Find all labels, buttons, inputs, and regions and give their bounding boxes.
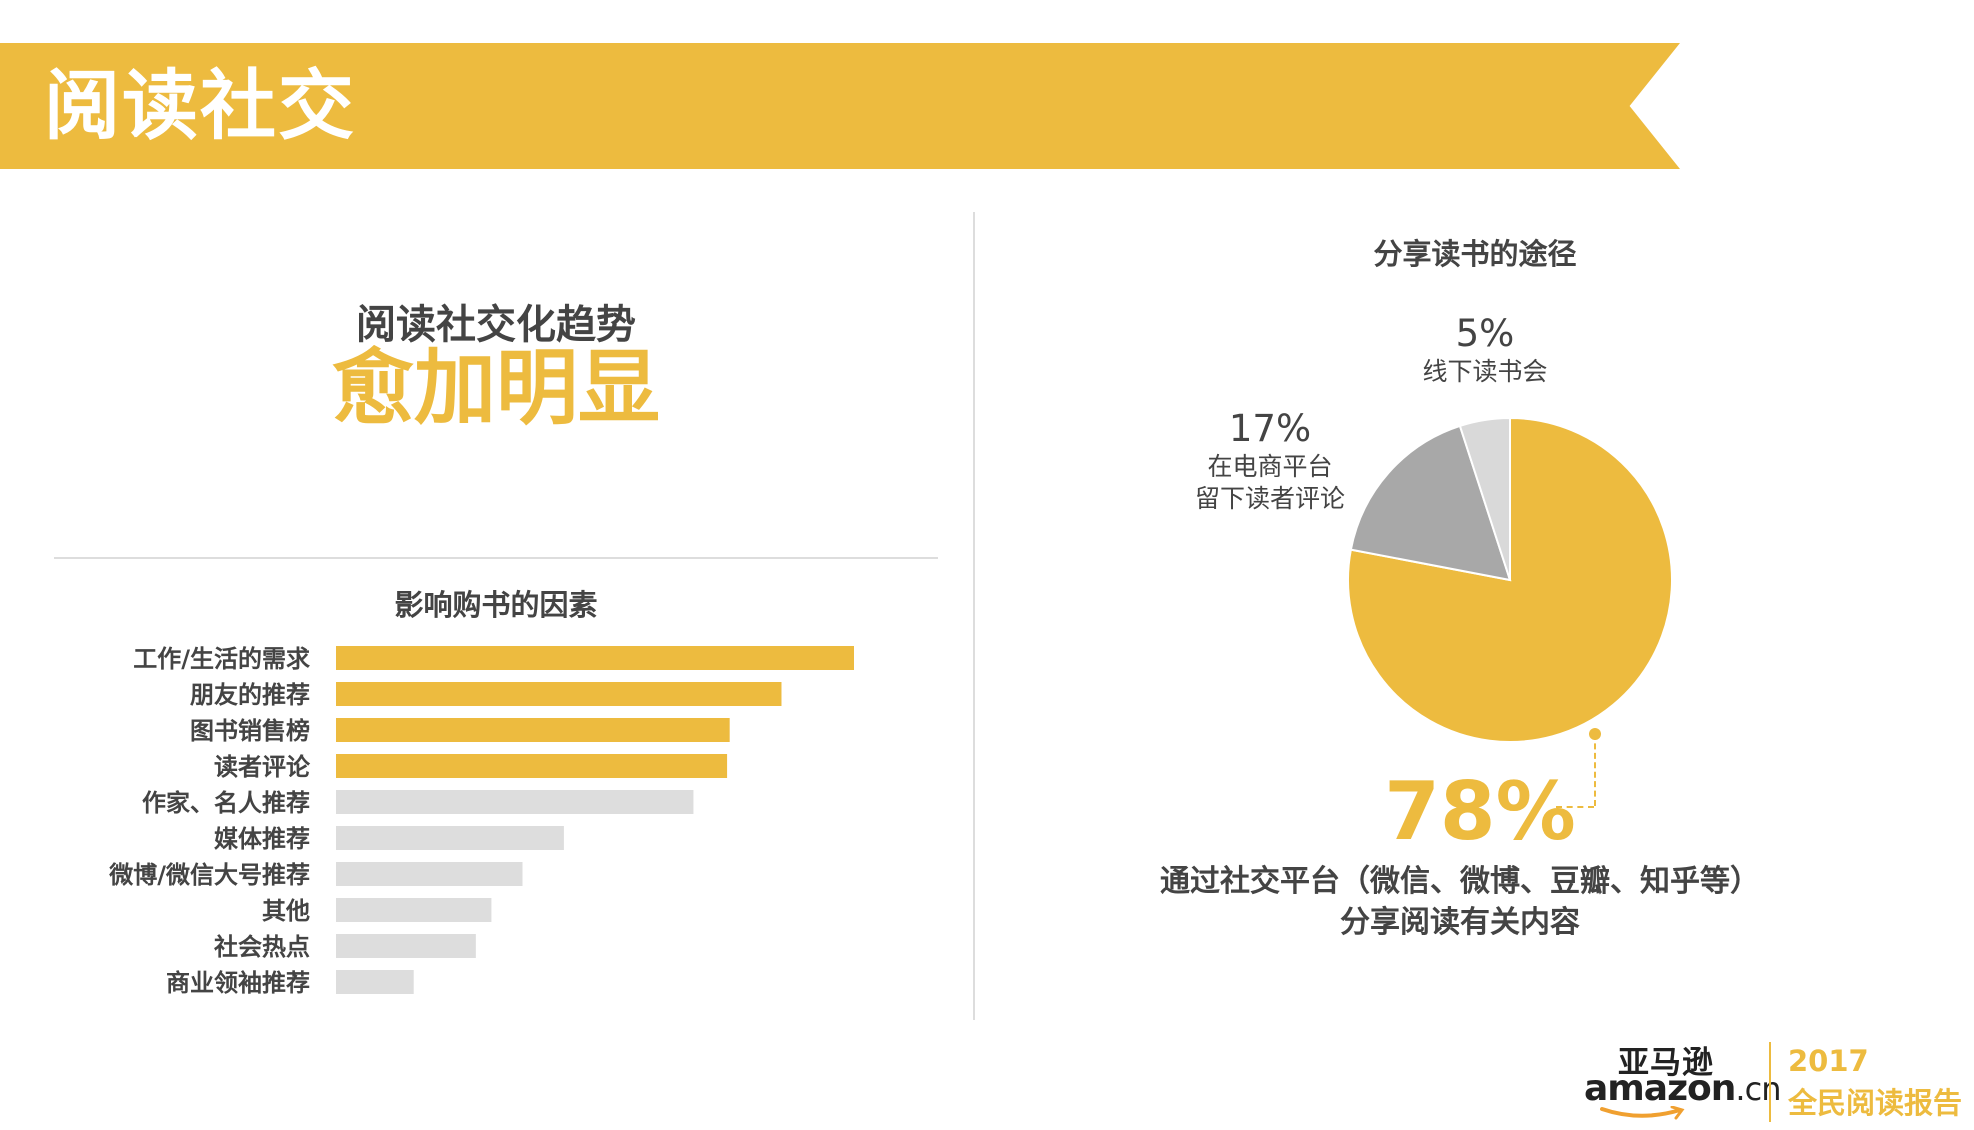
pie-desc-social-line2: 分享阅读有关内容: [1340, 904, 1580, 940]
amazon-logo-wordmark: amazon.cn: [1584, 1068, 1781, 1109]
trend-heading: 阅读社交化趋势: [356, 302, 636, 348]
pie-value-label-offline: 5%: [1455, 312, 1515, 355]
bar: [336, 754, 728, 778]
horizontal-divider: [54, 557, 938, 559]
pie-value-label-ecommerce: 17%: [1228, 407, 1312, 450]
bar-category-label: 微博/微信大号推荐: [108, 861, 310, 889]
bar: [336, 646, 854, 670]
trend-emphasis: 愈加明显: [331, 341, 660, 436]
pie-desc-social-line1: 通过社交平台（微信、微博、豆瓣、知乎等）: [1160, 864, 1760, 899]
bar-category-label: 读者评论: [214, 753, 311, 781]
pie-label-offline: 5% 线下读书会: [1380, 312, 1590, 388]
bar: [336, 862, 523, 886]
header-banner: 阅读社交: [0, 43, 1680, 169]
callout-leader-vertical: [1594, 734, 1596, 806]
bar: [336, 826, 564, 850]
pie-chart: [1347, 416, 1673, 743]
bar-category-label: 图书销售榜: [190, 717, 310, 745]
bar-category-label: 社会热点: [214, 933, 310, 961]
report-name: 全民阅读报告: [1788, 1086, 1963, 1120]
bar-category-label: 媒体推荐: [214, 825, 310, 853]
pie-slice: [1458, 416, 1511, 581]
bar: [336, 934, 476, 958]
bar-category-label: 朋友的推荐: [190, 681, 310, 709]
bar: [336, 970, 414, 994]
bar-category-label: 商业领袖推荐: [166, 969, 310, 997]
pie-desc-ecommerce-line1: 在电商平台: [1207, 452, 1333, 482]
pie-slice: [1349, 424, 1512, 582]
callout-leader-horizontal: [1556, 806, 1594, 808]
bar: [336, 790, 694, 814]
bar-chart-title: 影响购书的因素: [394, 588, 598, 622]
pie-desc-ecommerce-line2: 留下读者评论: [1194, 483, 1345, 513]
bar: [336, 898, 492, 922]
amazon-logo-main: amazon: [1584, 1068, 1736, 1109]
page-title: 阅读社交: [44, 61, 356, 150]
bar-category-label: 作家、名人推荐: [142, 789, 310, 817]
pie-desc-offline: 线下读书会: [1422, 357, 1548, 387]
pie-value-label-social: 78%: [1384, 765, 1576, 858]
pie-desc-social: 通过社交平台（微信、微博、豆瓣、知乎等） 分享阅读有关内容: [1100, 862, 1820, 943]
bar-chart: 工作/生活的需求朋友的推荐图书销售榜读者评论作家、名人推荐媒体推荐微博/微信大号…: [108, 645, 854, 997]
bar-category-label: 工作/生活的需求: [133, 645, 310, 673]
pie-label-ecommerce: 17% 在电商平台 留下读者评论: [1160, 407, 1380, 514]
bar: [336, 682, 782, 706]
amazon-smile-icon: [1600, 1106, 1685, 1120]
amazon-logo-suffix: .cn: [1735, 1070, 1781, 1108]
amazon-logo-chinese: 亚马逊: [1618, 1045, 1714, 1081]
report-year: 2017: [1788, 1044, 1869, 1078]
bar-category-label: 其他: [262, 897, 310, 925]
logo-divider: [1769, 1042, 1771, 1122]
bar: [336, 718, 730, 742]
vertical-divider: [973, 212, 975, 1020]
pie-chart-title: 分享读书的途径: [1373, 237, 1577, 271]
